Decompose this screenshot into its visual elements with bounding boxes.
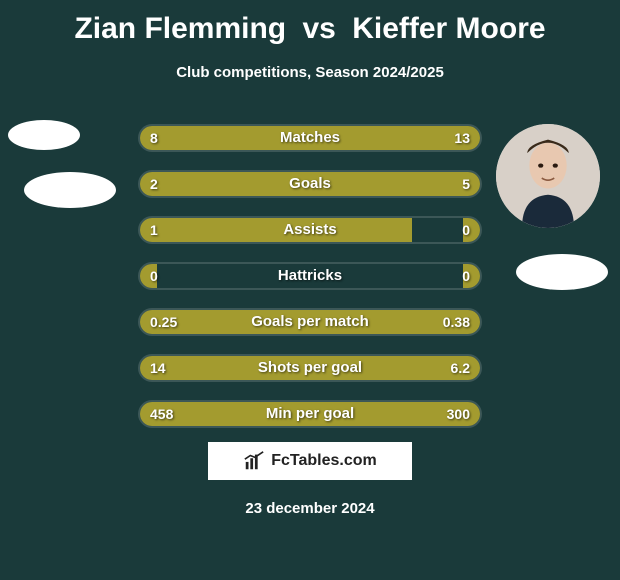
metric-label: Goals (140, 172, 480, 196)
comparison-title: Zian Flemming vs Kieffer Moore (0, 0, 620, 46)
metric-label: Goals per match (140, 310, 480, 334)
avatar-placeholder-icon (496, 124, 600, 228)
metric-label: Shots per goal (140, 356, 480, 380)
fctables-logo: FcTables.com (208, 442, 412, 480)
metric-value-left: 14 (150, 356, 166, 380)
metric-value-left: 458 (150, 402, 173, 426)
player2-name: Kieffer Moore (352, 12, 545, 45)
metric-value-right: 13 (454, 126, 470, 150)
metric-value-left: 8 (150, 126, 158, 150)
player1-name: Zian Flemming (74, 12, 286, 45)
metric-row: Assists1 0 (138, 216, 482, 244)
metric-value-right: 0 (462, 218, 470, 242)
metric-row: Goals2 5 (138, 170, 482, 198)
date-text: 23 december 2024 (0, 500, 620, 517)
metric-label: Min per goal (140, 402, 480, 426)
player1-badge-top (8, 120, 80, 150)
metric-value-right: 6.2 (451, 356, 470, 380)
metric-value-right: 5 (462, 172, 470, 196)
player2-avatar (496, 124, 600, 228)
metric-row: Shots per goal14 6.2 (138, 354, 482, 382)
comparison-bars: Matches813Goals25Assists10Hattricks00Goa… (138, 124, 482, 446)
metric-row: Goals per match0.25 0.38 (138, 308, 482, 336)
chart-icon (243, 450, 265, 472)
metric-value-right: 0 (462, 264, 470, 288)
player1-badge (24, 172, 116, 208)
metric-label: Matches (140, 126, 480, 150)
metric-row: Matches8 13 (138, 124, 482, 152)
metric-value-left: 0 (150, 264, 158, 288)
logo-text: FcTables.com (271, 452, 377, 470)
player2-badge (516, 254, 608, 290)
metric-value-left: 1 (150, 218, 158, 242)
metric-label: Assists (140, 218, 480, 242)
metric-row: Min per goal458 300 (138, 400, 482, 428)
subtitle: Club competitions, Season 2024/2025 (0, 64, 620, 81)
metric-value-right: 300 (447, 402, 470, 426)
metric-label: Hattricks (140, 264, 480, 288)
metric-value-right: 0.38 (443, 310, 470, 334)
vs-text: vs (302, 12, 335, 45)
metric-row: Hattricks0 0 (138, 262, 482, 290)
metric-value-left: 2 (150, 172, 158, 196)
metric-value-left: 0.25 (150, 310, 177, 334)
